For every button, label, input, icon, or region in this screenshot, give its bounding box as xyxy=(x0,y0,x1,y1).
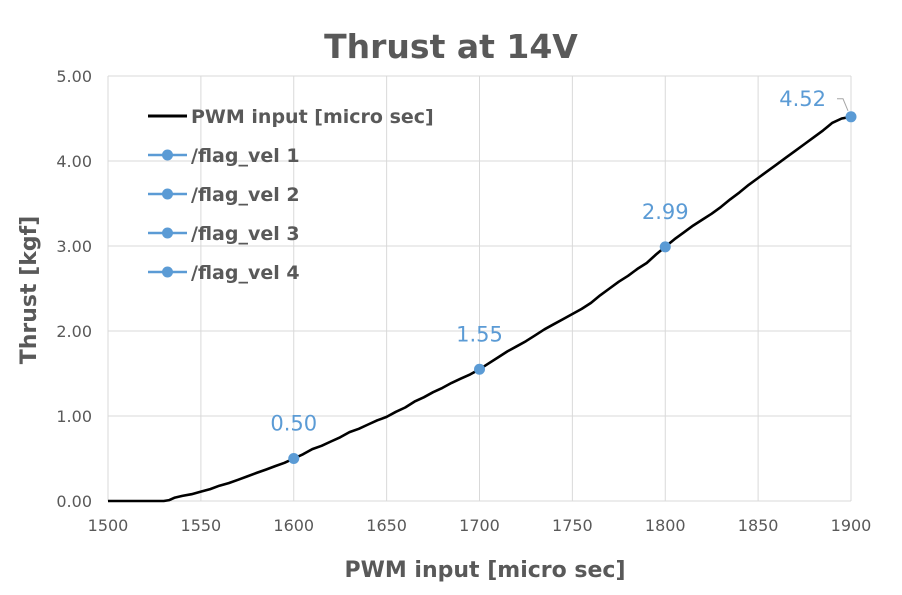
tick-labels: 0.00 1.00 2.00 3.00 4.00 5.00 1500 1550 1600 1650… xyxy=(56,67,871,535)
x-tick-label: 1600 xyxy=(273,516,314,535)
y-tick-label: 4.00 xyxy=(56,152,92,171)
x-tick-label: 1550 xyxy=(181,516,222,535)
y-tick-label: 5.00 xyxy=(56,67,92,86)
legend-marker xyxy=(162,149,173,161)
y-tick-label: 1.00 xyxy=(56,407,92,426)
data-label-3: 2.99 xyxy=(642,200,689,224)
leader-line xyxy=(837,98,849,111)
flag-marker-1 xyxy=(288,453,300,464)
gridlines xyxy=(107,75,852,502)
data-label-1: 0.50 xyxy=(270,412,317,436)
data-label-4: 4.52 xyxy=(779,87,826,111)
legend: PWM input [micro sec] /flag_vel 1/flag_ve… xyxy=(148,106,434,284)
x-tick-label: 1650 xyxy=(366,516,407,535)
x-tick-label: 1900 xyxy=(831,516,872,535)
legend-label: /flag_vel 1 xyxy=(191,145,300,167)
flag-marker-3 xyxy=(659,241,671,253)
thrust-line xyxy=(108,115,852,503)
x-axis-title: PWM input [micro sec] xyxy=(344,558,625,583)
legend-marker xyxy=(162,188,173,200)
flag-marker-4 xyxy=(845,111,857,123)
x-tick-label: 1750 xyxy=(552,516,593,535)
x-tick-label: 1700 xyxy=(459,516,500,535)
series-lines xyxy=(108,115,852,503)
legend-label: /flag_vel 3 xyxy=(191,223,300,245)
y-axis-title: Thrust [kgf] xyxy=(17,216,42,365)
y-tick-label: 3.00 xyxy=(56,237,92,256)
x-tick-label: 1500 xyxy=(88,516,129,535)
data-labels: 0.50 1.55 2.99 4.52 xyxy=(270,87,849,436)
data-label-2: 1.55 xyxy=(456,322,503,346)
x-tick-label: 1800 xyxy=(645,516,686,535)
legend-marker xyxy=(162,266,173,278)
legend-label: /flag_vel 2 xyxy=(191,184,300,206)
x-tick-label: 1850 xyxy=(738,516,779,535)
legend-marker xyxy=(162,227,173,239)
flag-marker-2 xyxy=(474,363,485,375)
y-tick-label: 2.00 xyxy=(56,322,92,341)
legend-label: /flag_vel 4 xyxy=(191,262,300,284)
y-tick-label: 0.00 xyxy=(56,492,92,511)
legend-label: PWM input [micro sec] xyxy=(191,106,434,128)
data-markers xyxy=(288,111,857,464)
chart-title: Thrust at 14V xyxy=(324,27,578,66)
